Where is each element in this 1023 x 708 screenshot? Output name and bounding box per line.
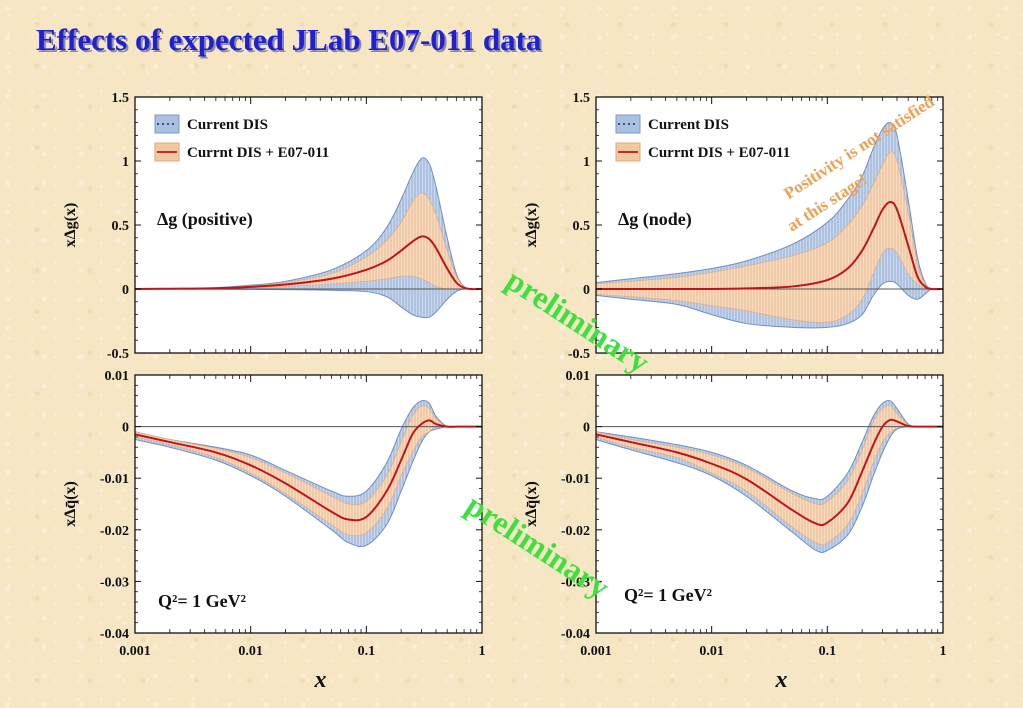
legend-label-current: Current DIS [648,117,729,133]
x-tick-label: 1 [479,644,486,659]
y-tick-label: -0.04 [100,627,129,642]
x-tick-label: 0.01 [238,644,263,659]
y-tick-label: 0 [122,283,129,298]
y-tick-label: -0.02 [561,524,590,539]
x-tick-label: 0.1 [819,644,837,659]
slide-title: Effects of expected JLab E07-011 data [36,22,542,57]
central-curve [135,419,482,522]
y-tick-label: -0.03 [561,575,590,590]
y-tick-label: 1 [583,155,590,170]
panel-annotation: Δg (positive) [157,209,253,230]
y-tick-label: -0.01 [100,472,129,487]
legend-label-current: Current DIS [187,117,268,133]
central-curve [135,235,482,291]
y-tick-label: -0.03 [100,575,129,590]
chart-panel-2: 1.5 1 0.5 0 -0.5 xΔg(x) Δg (node) Current DIS Cu… [523,91,944,362]
y-tick-label: 0 [583,283,590,298]
panel-annotation: Q²= 1 GeV² [624,585,712,605]
x-tick-label: 0.001 [119,644,151,659]
e07-011-band [135,192,482,290]
y-tick-label: 0 [122,421,129,436]
y-axis-label: xΔg(x) [62,203,79,248]
central-curve [596,200,943,291]
y-tick-label: 0.01 [105,369,130,384]
y-tick-label: 1.5 [573,91,591,106]
chart-panel-1: 1.5 1 0.5 0 -0.5 xΔg(x) Δg (positive) Current D… [62,91,483,362]
panel-annotation: Q²= 1 GeV² [158,591,246,611]
y-axis-label: xΔq̄(x) [523,481,540,527]
plot-frame [595,374,944,634]
chart-panel-3: 0.01 0 -0.01 -0.02 -0.03 -0.04 0.001 0.01 0.1 1 x x… [62,369,486,693]
x-axis-label: x [314,667,327,693]
y-tick-label: -0.04 [561,627,590,642]
series-layer [135,157,482,319]
y-tick-label: 1 [122,155,129,170]
chart-panel-4: 0.01 0 -0.01 -0.02 -0.03 -0.04 0.001 0.01 0.1 1 x x… [523,369,947,693]
central-curve [596,418,943,527]
y-tick-label: 0.01 [566,369,591,384]
x-tick-label: 0.001 [580,644,612,659]
y-tick-label: 0.5 [573,219,591,234]
plot-frame [134,374,483,634]
legend-label-new: Currnt DIS + E07-011 [187,145,329,161]
series-layer [596,121,943,329]
legend-label-new: Currnt DIS + E07-011 [648,145,790,161]
y-tick-label: 0.5 [112,219,130,234]
y-axis-label: xΔg(x) [523,203,540,248]
x-tick-label: 1 [940,644,947,659]
current-dis-band [135,157,482,319]
y-tick-label: -0.02 [100,524,129,539]
panels-layer: 1.5 1 0.5 0 -0.5 xΔg(x) Δg (positive) Current D… [62,91,947,693]
y-axis-label: xΔq̄(x) [62,481,79,527]
y-tick-label: -0.01 [561,472,590,487]
y-tick-label: -0.5 [568,347,590,362]
x-tick-label: 0.01 [699,644,724,659]
x-axis-label: x [775,667,788,693]
y-tick-label: 0 [583,421,590,436]
y-tick-label: -0.5 [107,347,129,362]
y-tick-label: 1.5 [112,91,130,106]
panel-annotation: Δg (node) [618,209,692,230]
x-tick-label: 0.1 [358,644,376,659]
